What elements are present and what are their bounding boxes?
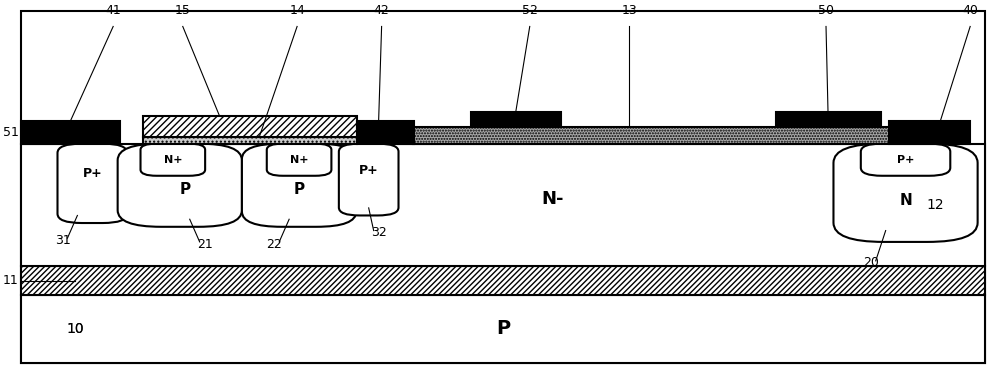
Text: 32: 32 [371,226,386,239]
Bar [143,137,357,144]
Bar [21,144,985,266]
Bar [413,127,955,144]
FancyBboxPatch shape [339,144,399,215]
FancyBboxPatch shape [267,144,331,176]
Text: 11: 11 [3,274,19,287]
Bar [143,116,357,137]
Bar [21,121,120,144]
Text: 51: 51 [3,126,19,139]
FancyBboxPatch shape [833,144,978,242]
Bar [21,266,985,295]
Text: 10: 10 [67,322,84,336]
Text: 14: 14 [289,4,305,17]
Bar [21,295,985,363]
Text: 22: 22 [266,238,282,251]
Bar [413,127,955,144]
Text: N-: N- [541,190,564,208]
Text: 21: 21 [197,238,213,251]
Bar [357,121,414,144]
Text: N+: N+ [164,155,182,165]
FancyBboxPatch shape [118,144,242,227]
Text: 41: 41 [105,4,121,17]
Text: 15: 15 [175,4,191,17]
Bar [143,137,357,144]
Text: P+: P+ [897,155,914,165]
Text: 10: 10 [67,322,84,336]
FancyBboxPatch shape [861,144,950,176]
Bar [889,121,970,144]
Text: N+: N+ [290,155,308,165]
Bar [776,112,881,127]
Bar [21,266,985,295]
Text: P+: P+ [82,167,102,180]
Text: 40: 40 [962,4,978,17]
FancyBboxPatch shape [141,144,205,176]
Text: 12: 12 [927,198,944,212]
FancyBboxPatch shape [57,144,127,223]
Text: 13: 13 [621,4,637,17]
Text: 20: 20 [863,257,879,270]
Text: N: N [899,193,912,208]
Text: P: P [179,182,190,197]
FancyBboxPatch shape [242,144,356,227]
Text: 31: 31 [55,234,70,247]
Text: 50: 50 [818,4,834,17]
Bar [143,116,357,137]
Bar [471,112,561,127]
Text: 42: 42 [374,4,389,17]
Text: 52: 52 [522,4,538,17]
Text: P+: P+ [359,164,379,177]
Text: P: P [496,319,510,338]
Text: P: P [294,182,305,197]
